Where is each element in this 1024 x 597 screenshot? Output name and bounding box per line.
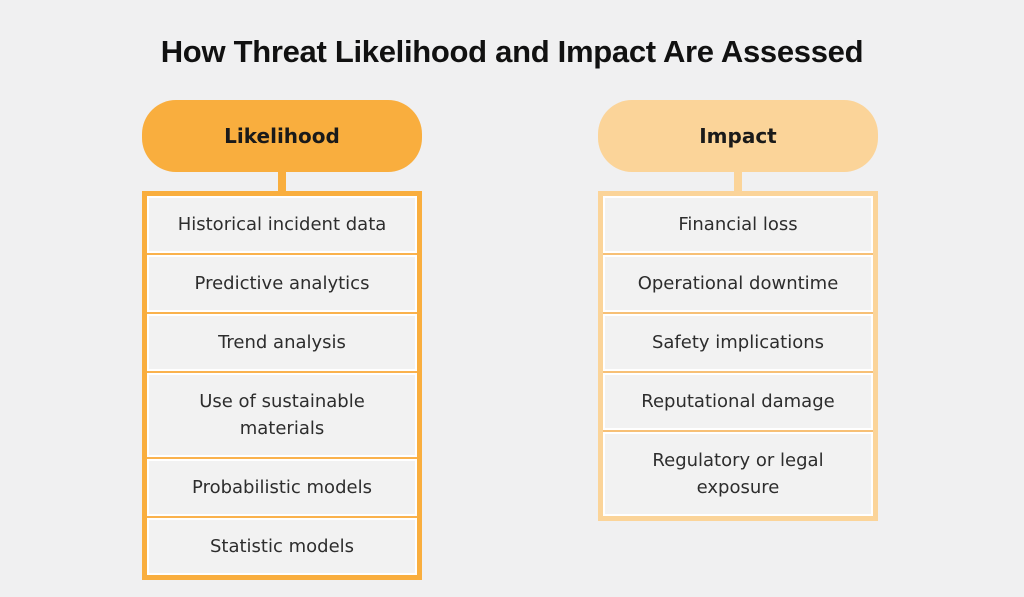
list-item: Statistic models xyxy=(147,518,417,575)
items-box: Historical incident data Predictive analy… xyxy=(142,191,422,580)
list-item: Probabilistic models xyxy=(147,459,417,516)
row-divider xyxy=(603,371,873,373)
row-divider xyxy=(603,430,873,432)
list-item: Trend analysis xyxy=(147,314,417,371)
row-divider xyxy=(147,253,417,255)
row-divider xyxy=(603,312,873,314)
list-item: Regulatory or legal exposure xyxy=(603,432,873,516)
row-divider xyxy=(147,457,417,459)
column-impact: Impact Financial loss Operational downtim… xyxy=(598,100,878,521)
column-likelihood: Likelihood Historical incident data Predi… xyxy=(142,100,422,580)
page-title: How Threat Likelihood and Impact Are Ass… xyxy=(160,34,864,69)
row-divider xyxy=(603,253,873,255)
list-item: Use of sustainable materials xyxy=(147,373,417,457)
list-item: Safety implications xyxy=(603,314,873,371)
connector-stub xyxy=(278,171,286,191)
list-item: Operational downtime xyxy=(603,255,873,312)
list-item: Financial loss xyxy=(603,196,873,253)
list-item: Predictive analytics xyxy=(147,255,417,312)
items-box: Financial loss Operational downtime Safety… xyxy=(598,191,878,521)
connector-stub xyxy=(734,171,742,191)
impact-header-label: Impact xyxy=(699,124,777,148)
list-item: Historical incident data xyxy=(147,196,417,253)
row-divider xyxy=(147,371,417,373)
list-item: Reputational damage xyxy=(603,373,873,430)
header-pill: Impact xyxy=(598,100,878,172)
header-pill: Likelihood xyxy=(142,100,422,172)
row-divider xyxy=(147,312,417,314)
row-divider xyxy=(147,516,417,518)
likelihood-header-label: Likelihood xyxy=(224,124,340,148)
